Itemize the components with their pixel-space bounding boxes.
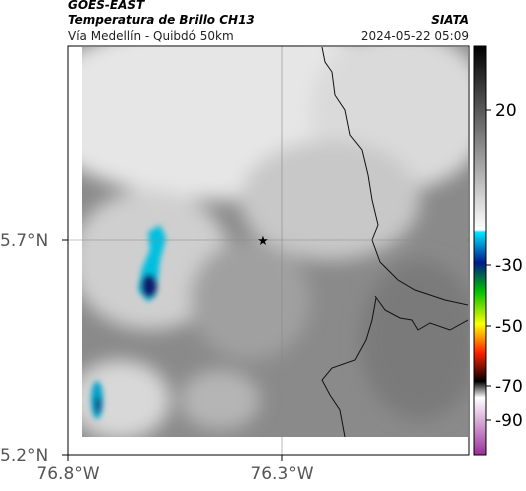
border	[374, 295, 468, 331]
cloud-field	[82, 47, 468, 437]
cloud	[360, 260, 468, 420]
cloud	[82, 360, 170, 437]
cold-tops	[91, 225, 166, 419]
ticks: 5.7°N 5.2°N76.8°W 76.3°W 20 -30 -50 -70 -90	[0, 101, 523, 484]
colorbar-label: -50	[495, 317, 523, 337]
colorbar-label: -70	[495, 377, 523, 397]
colorbar	[473, 45, 487, 456]
cold-core	[95, 397, 101, 413]
colorbar-label: 20	[495, 101, 517, 121]
border	[321, 297, 377, 437]
org: SIATA	[431, 13, 469, 27]
lat-label: 5.2°N	[0, 446, 48, 466]
source: GOES-EAST	[68, 0, 145, 12]
datetime: 2024-05-22 05:09	[361, 29, 469, 43]
product: Temperatura de Brillo CH13	[68, 13, 255, 27]
cold-core	[141, 274, 157, 298]
satellite-image	[82, 47, 468, 437]
subtitle: Vía Medellín - Quibdó 50km	[68, 29, 234, 43]
map-frame	[67, 45, 470, 456]
lon-label: 76.8°W	[36, 464, 99, 484]
colorbar-label: -90	[495, 411, 523, 431]
lon-label: 76.3°W	[250, 464, 313, 484]
border	[321, 47, 468, 306]
cloud	[190, 240, 310, 360]
cloud	[180, 370, 260, 430]
location-star: ★	[257, 234, 269, 249]
cloud	[240, 140, 420, 260]
colorbar-label: -30	[495, 256, 523, 276]
lat-label: 5.7°N	[0, 231, 48, 251]
